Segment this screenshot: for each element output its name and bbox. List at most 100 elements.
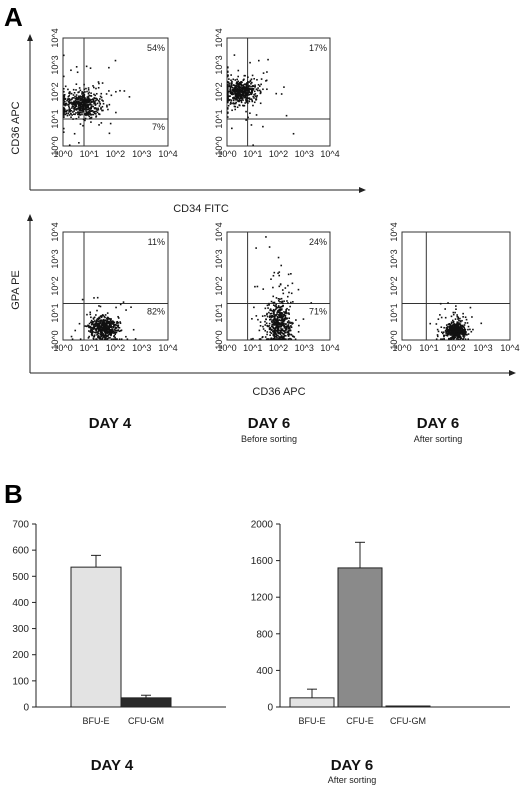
scatter-point xyxy=(118,338,121,340)
scatter-point xyxy=(271,316,273,319)
scatter-point xyxy=(234,89,237,91)
scatter-point xyxy=(101,109,103,112)
scatter-point xyxy=(443,334,446,337)
scatter-point xyxy=(277,328,280,331)
scatter-point xyxy=(467,325,470,328)
scatter-point xyxy=(101,321,104,324)
scatter-point xyxy=(226,88,229,91)
scatter-point xyxy=(254,86,256,88)
scatter-point xyxy=(83,106,85,109)
scatter-point xyxy=(279,298,281,300)
scatter-point xyxy=(109,319,112,322)
scatter-point xyxy=(273,330,275,333)
scatter-point xyxy=(287,324,290,326)
scatter-point xyxy=(463,332,466,334)
scatter-point xyxy=(96,98,99,101)
scatter-point xyxy=(97,335,100,337)
scatter-point xyxy=(70,109,73,112)
scatter-point xyxy=(101,327,104,329)
scatter-point xyxy=(288,317,291,320)
scatter-point xyxy=(93,112,96,115)
scatter-point xyxy=(241,91,243,94)
scatter-point xyxy=(239,94,242,97)
scatter-point xyxy=(229,92,232,95)
scatter-point xyxy=(86,90,88,93)
scatter-point xyxy=(82,124,84,127)
scatter-point xyxy=(94,104,97,106)
scatter-point xyxy=(104,322,107,325)
scatter-point xyxy=(274,323,277,326)
scatter-point xyxy=(93,327,96,330)
scatter-point xyxy=(251,100,254,103)
scatter-point xyxy=(277,256,280,259)
scatter-point xyxy=(463,324,466,326)
scatter-point xyxy=(106,321,109,324)
scatter-point xyxy=(272,286,274,289)
scatter-point xyxy=(243,74,246,77)
scatter-point xyxy=(107,335,109,338)
x-tick-label: 10^3 xyxy=(295,343,314,353)
y-tick-label: 10^3 xyxy=(214,55,224,74)
scatter-point xyxy=(106,328,109,331)
scatter-point xyxy=(286,300,288,302)
scatter-point xyxy=(259,338,262,340)
scatter-point xyxy=(273,315,275,318)
scatter-point xyxy=(67,112,69,115)
scatter-point xyxy=(96,296,99,299)
scatter-point xyxy=(245,92,247,94)
scatter-point xyxy=(286,331,288,334)
scatter-point xyxy=(97,99,100,102)
scatter-point xyxy=(93,334,96,336)
row1-outer-y-arrow xyxy=(27,34,33,41)
scatter-point xyxy=(89,98,91,101)
scatter-point xyxy=(272,333,275,335)
scatter-point xyxy=(448,338,450,340)
scatter-point xyxy=(106,317,108,320)
scatter-point xyxy=(86,108,89,111)
scatter-point xyxy=(276,313,278,315)
scatter-point xyxy=(102,320,105,322)
scatter-point xyxy=(99,332,102,334)
scatter-point xyxy=(230,74,232,76)
scatter-point xyxy=(268,325,271,327)
scatter-point xyxy=(106,104,108,107)
scatter-point xyxy=(272,295,275,298)
scatter-point xyxy=(227,90,230,93)
scatter-point xyxy=(68,109,70,111)
scatter-point xyxy=(459,320,462,322)
scatter-point xyxy=(236,92,239,95)
scatter-point xyxy=(74,329,77,332)
scatter-point xyxy=(95,113,97,115)
scatter-point xyxy=(284,331,286,333)
scatter-point xyxy=(106,312,109,314)
scatter-point xyxy=(236,81,239,84)
scatter-point xyxy=(110,318,112,320)
scatter-point xyxy=(277,298,280,300)
scatter-point xyxy=(102,328,104,331)
scatter-point xyxy=(234,79,237,81)
scatter-point xyxy=(68,114,71,116)
scatter-point xyxy=(290,272,292,275)
scatter-point xyxy=(96,102,99,105)
scatter-point xyxy=(104,338,107,340)
scatter-point xyxy=(242,105,245,107)
scatter-point xyxy=(72,102,75,104)
quadrant-label-upper-right: 17% xyxy=(309,43,327,53)
scatter-point xyxy=(90,100,93,103)
scatter-point xyxy=(248,85,251,87)
scatter-point xyxy=(82,118,85,121)
scatter-point xyxy=(282,329,285,332)
scatter-point xyxy=(70,69,72,72)
row2-y-axis-title: GPA PE xyxy=(10,270,22,310)
scatter-point xyxy=(460,326,462,329)
flow-plot-cd36-gpa-day4: 10^0 10^1 10^2 10^3 10^4 10^0 10^1 10^2 10^3 10^4… xyxy=(50,222,178,353)
scatter-point xyxy=(251,74,254,77)
scatter-point xyxy=(297,288,300,291)
scatter-point xyxy=(83,83,85,86)
scatter-point xyxy=(97,113,100,115)
scatter-point xyxy=(269,327,272,330)
scatter-point xyxy=(73,110,75,112)
scatter-point xyxy=(255,315,258,317)
scatter-point xyxy=(77,107,79,110)
scatter-point xyxy=(275,319,277,321)
